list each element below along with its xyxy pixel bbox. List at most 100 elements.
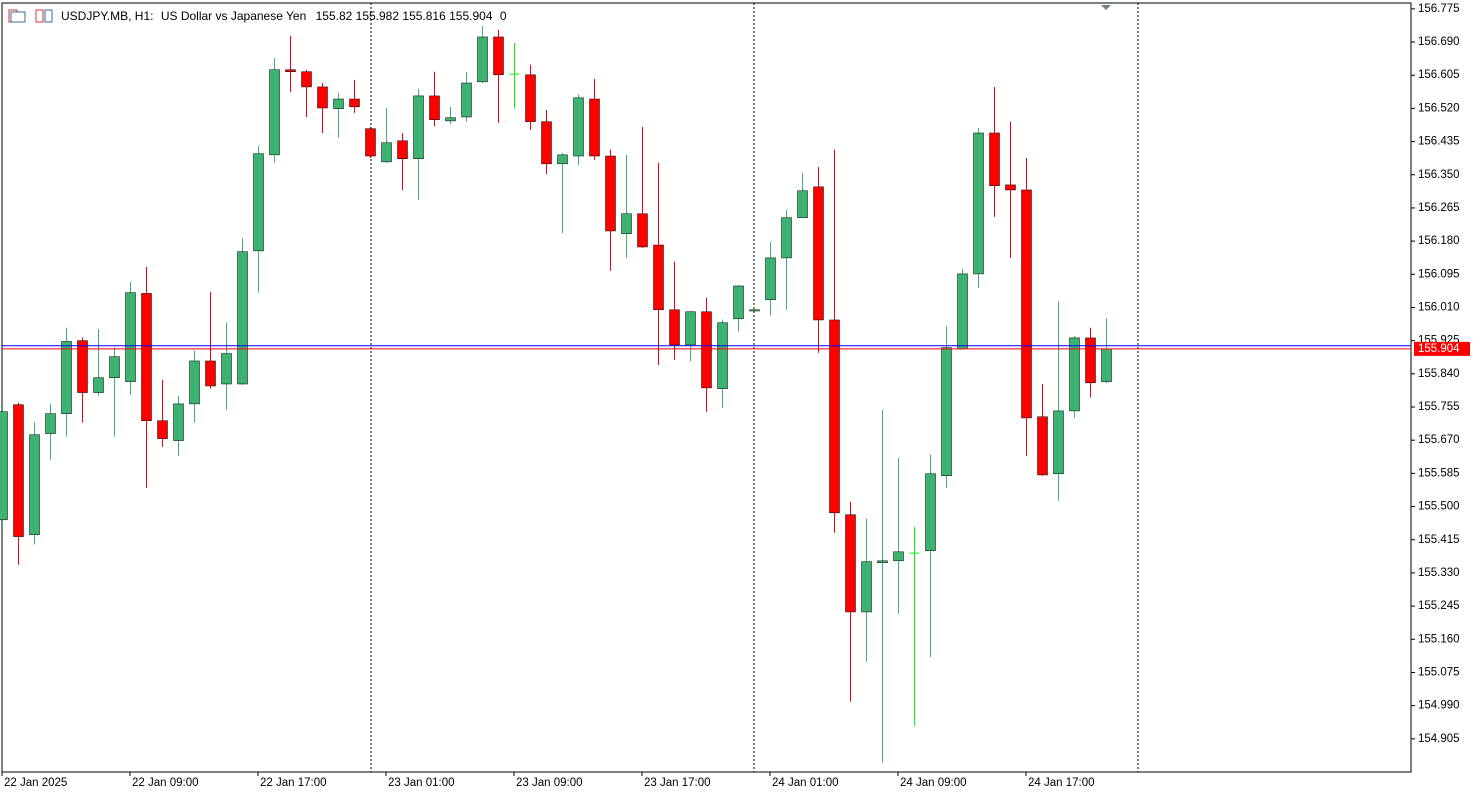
candle-body bbox=[957, 273, 968, 350]
candle-body bbox=[413, 95, 424, 160]
candle-body bbox=[589, 98, 600, 157]
candle-body bbox=[45, 413, 56, 434]
candle-body bbox=[445, 117, 456, 122]
header-low: 155.816 bbox=[402, 9, 446, 23]
x-tick-label: 22 Jan 2025 bbox=[4, 777, 67, 789]
header-close: 155.904 bbox=[449, 9, 493, 23]
y-tick-label: 155.585 bbox=[1418, 467, 1460, 479]
candle-body bbox=[253, 153, 264, 252]
candle-body bbox=[301, 71, 312, 88]
candle-body bbox=[909, 552, 920, 554]
candle-body bbox=[1085, 337, 1096, 384]
candle-body bbox=[813, 186, 824, 321]
candle-body bbox=[285, 69, 296, 72]
y-tick-label: 156.435 bbox=[1418, 136, 1460, 148]
header-tail: 0 bbox=[500, 9, 507, 23]
candle-body bbox=[669, 309, 680, 346]
x-tick-label: 23 Jan 17:00 bbox=[644, 777, 711, 789]
candle-body bbox=[781, 217, 792, 259]
icon bbox=[44, 9, 53, 23]
candle-body bbox=[733, 285, 744, 320]
candle-body bbox=[477, 36, 488, 83]
candle-body bbox=[397, 140, 408, 160]
header: USDJPY.MB, H1: US Dollar vs Japanese Yen… bbox=[8, 9, 507, 23]
description: US Dollar vs Japanese Yen bbox=[161, 9, 306, 23]
candle-body bbox=[1101, 348, 1112, 382]
candle-body bbox=[845, 514, 856, 613]
candle-body bbox=[861, 561, 872, 613]
y-tick-label: 155.500 bbox=[1418, 501, 1460, 513]
y-tick-label: 155.245 bbox=[1418, 600, 1460, 612]
candle-body bbox=[493, 36, 504, 76]
y-tick-label: 156.180 bbox=[1418, 235, 1460, 247]
candle-body bbox=[525, 74, 536, 122]
y-tick-label: 156.605 bbox=[1418, 69, 1460, 81]
candle-body bbox=[621, 213, 632, 234]
y-tick-label: 155.415 bbox=[1418, 534, 1460, 546]
candle-body bbox=[573, 97, 584, 157]
symbol: USDJPY.MB, H1: bbox=[61, 9, 153, 23]
candle-body bbox=[77, 340, 88, 393]
candle-body bbox=[13, 404, 24, 537]
shift-marker[interactable] bbox=[1101, 5, 1111, 10]
candle-body bbox=[717, 322, 728, 389]
candle-body bbox=[429, 95, 440, 120]
y-tick-label: 155.160 bbox=[1418, 633, 1460, 645]
candle-body bbox=[333, 98, 344, 110]
bid-label: 155.904 bbox=[1418, 343, 1460, 355]
header-open: 155.82 bbox=[316, 9, 353, 23]
candle-body bbox=[973, 132, 984, 275]
candle-body bbox=[93, 377, 104, 393]
candle-body bbox=[1021, 189, 1032, 419]
candle-body bbox=[237, 251, 248, 385]
candle-body bbox=[317, 86, 328, 109]
y-tick-label: 155.075 bbox=[1418, 666, 1460, 678]
candle-body bbox=[941, 347, 952, 476]
candle-body bbox=[461, 82, 472, 118]
candle-body bbox=[61, 341, 72, 414]
candle-body bbox=[541, 121, 552, 165]
x-tick-label: 22 Jan 17:00 bbox=[260, 777, 327, 789]
candle-body bbox=[877, 560, 888, 564]
candle-body bbox=[749, 309, 760, 312]
x-tick-label: 23 Jan 09:00 bbox=[516, 777, 583, 789]
candle-body bbox=[365, 128, 376, 157]
candle-body bbox=[189, 360, 200, 405]
x-tick-label: 24 Jan 17:00 bbox=[1028, 777, 1095, 789]
y-tick-label: 156.520 bbox=[1418, 102, 1460, 114]
candle-body bbox=[685, 311, 696, 346]
y-tick-label: 155.755 bbox=[1418, 401, 1460, 413]
candle-body bbox=[173, 403, 184, 441]
y-tick-label: 155.330 bbox=[1418, 567, 1460, 579]
y-tick-label: 156.690 bbox=[1418, 36, 1460, 48]
candle-body bbox=[141, 293, 152, 421]
candle-body bbox=[701, 311, 712, 389]
y-tick-label: 155.670 bbox=[1418, 434, 1460, 446]
candle-body bbox=[269, 69, 280, 156]
candle-body bbox=[109, 356, 120, 378]
candle-body bbox=[1069, 337, 1080, 412]
candle-body bbox=[125, 292, 136, 382]
candle-body bbox=[925, 473, 936, 551]
candle-body bbox=[381, 142, 392, 163]
y-tick-label: 156.010 bbox=[1418, 302, 1460, 314]
candle-body bbox=[605, 155, 616, 232]
candle-body bbox=[893, 551, 904, 562]
candle-body bbox=[653, 244, 664, 311]
candle-body bbox=[29, 434, 40, 535]
y-tick-label: 154.990 bbox=[1418, 700, 1460, 712]
x-tick-label: 23 Jan 01:00 bbox=[388, 777, 455, 789]
candle-body bbox=[0, 411, 8, 521]
y-tick-label: 154.905 bbox=[1418, 733, 1460, 745]
candle-body bbox=[765, 257, 776, 300]
y-tick-label: 156.775 bbox=[1418, 3, 1460, 15]
candle-body bbox=[1037, 416, 1048, 476]
candle-body bbox=[637, 213, 648, 248]
header-text: USDJPY.MB, H1: US Dollar vs Japanese Yen… bbox=[61, 9, 507, 23]
x-tick-label: 24 Jan 01:00 bbox=[772, 777, 839, 789]
candle-body bbox=[349, 98, 360, 108]
icon bbox=[10, 11, 26, 23]
candle-body bbox=[157, 420, 168, 439]
